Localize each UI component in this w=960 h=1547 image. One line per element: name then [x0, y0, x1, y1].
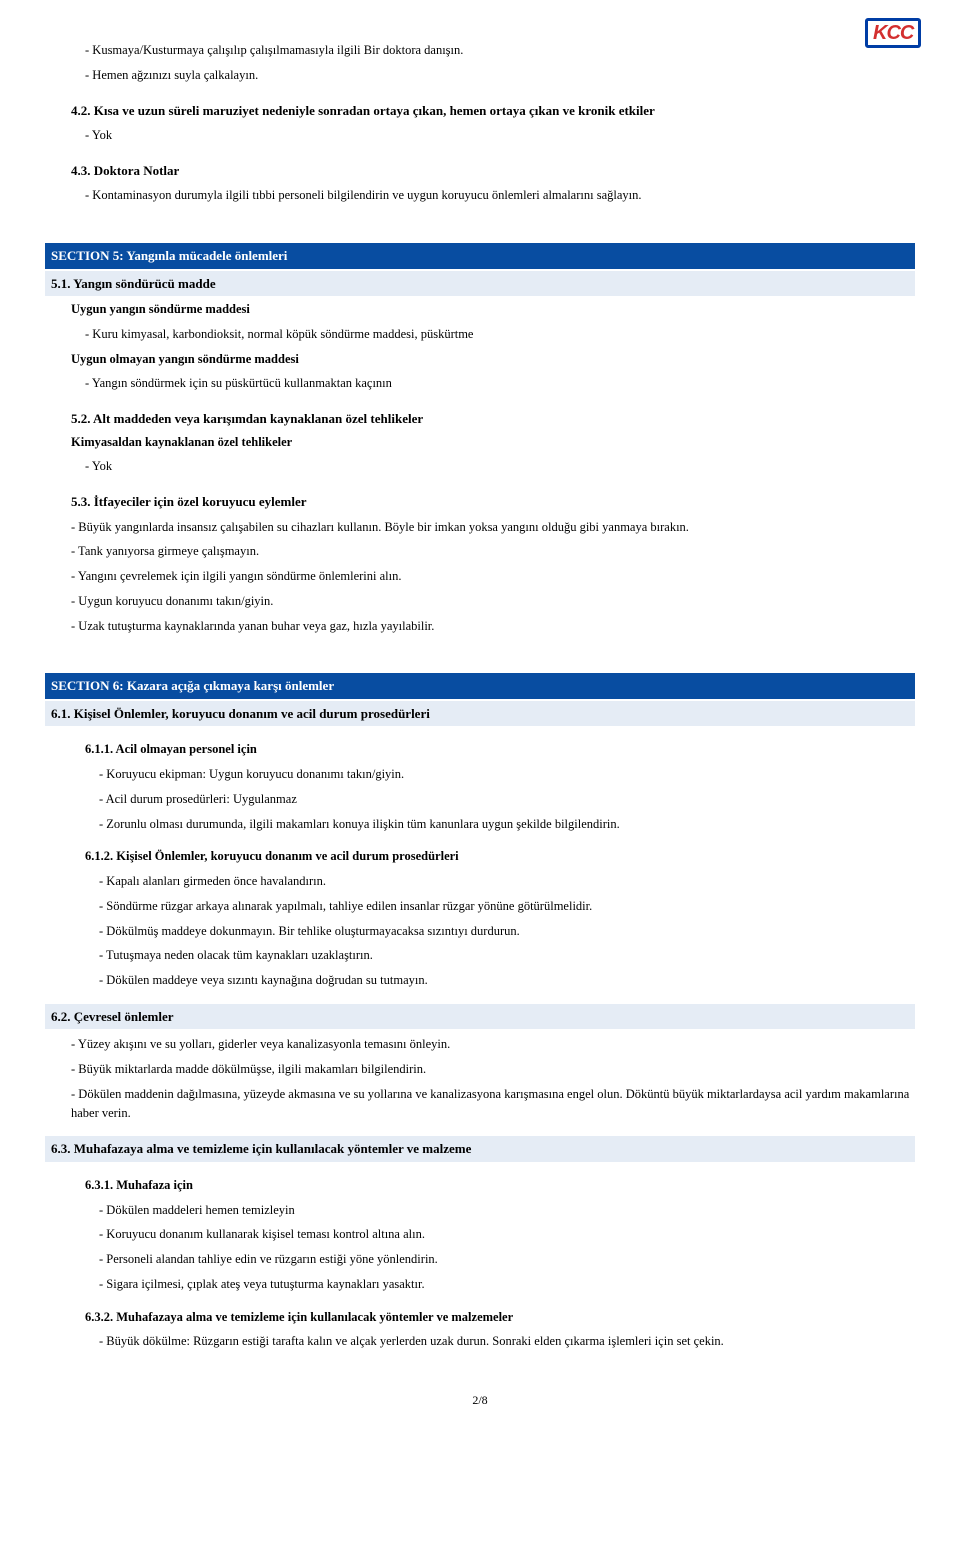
body-text: - Tutuşmaya neden olacak tüm kaynakları … — [45, 946, 915, 965]
subsection-title: 6.3. Muhafazaya alma ve temizleme için k… — [45, 1136, 915, 1162]
body-text: - Yok — [45, 126, 915, 145]
subsection-title: 6.1. Kişisel Önlemler, koruyucu donanım … — [45, 701, 915, 727]
body-text: - Hemen ağzınızı suyla çalkalayın. — [45, 66, 915, 85]
body-text: - Yüzey akışını ve su yolları, giderler … — [45, 1035, 915, 1054]
subsection-title: 5.3. İtfayeciler için özel koruyucu eyle… — [45, 492, 915, 512]
subsection-title: 6.2. Çevresel önlemler — [45, 1004, 915, 1030]
body-text: - Dökülen maddenin dağılmasına, yüzeyde … — [45, 1085, 915, 1123]
section-header: SECTION 6: Kazara açığa çıkmaya karşı ön… — [45, 673, 915, 699]
body-text: - Büyük yangınlarda insansız çalışabilen… — [45, 518, 915, 537]
body-text: - Acil durum prosedürleri: Uygulanmaz — [45, 790, 915, 809]
body-text: - Dökülen maddeleri hemen temizleyin — [45, 1201, 915, 1220]
page-number: 2/8 — [45, 1391, 915, 1409]
body-text: - Yok — [45, 457, 915, 476]
subsubsection-title: 6.3.2. Muhafazaya alma ve temizleme için… — [45, 1308, 915, 1327]
subsection-title: 4.3. Doktora Notlar — [45, 161, 915, 181]
body-text: - Sigara içilmesi, çıplak ateş veya tutu… — [45, 1275, 915, 1294]
body-text: - Uygun koruyucu donanımı takın/giyin. — [45, 592, 915, 611]
label: Uygun olmayan yangın söndürme maddesi — [45, 350, 915, 369]
body-text: - Tank yanıyorsa girmeye çalışmayın. — [45, 542, 915, 561]
body-text: - Büyük miktarlarda madde dökülmüşse, il… — [45, 1060, 915, 1079]
body-text: - Dökülmüş maddeye dokunmayın. Bir tehli… — [45, 922, 915, 941]
body-text: - Kuru kimyasal, karbondioksit, normal k… — [45, 325, 915, 344]
body-text: - Dökülen maddeye veya sızıntı kaynağına… — [45, 971, 915, 990]
body-text: - Kontaminasyon durumyla ilgili tıbbi pe… — [45, 186, 915, 205]
logo-text: KCC — [865, 18, 921, 48]
label: Kimyasaldan kaynaklanan özel tehlikeler — [45, 433, 915, 452]
body-text: - Söndürme rüzgar arkaya alınarak yapılm… — [45, 897, 915, 916]
body-text: - Zorunlu olması durumunda, ilgili makam… — [45, 815, 915, 834]
subsubsection-title: 6.1.1. Acil olmayan personel için — [45, 740, 915, 759]
kcc-logo: KCC — [865, 18, 925, 54]
subsubsection-title: 6.3.1. Muhafaza için — [45, 1176, 915, 1195]
body-text: - Yangın söndürmek için su püskürtücü ku… — [45, 374, 915, 393]
body-text: - Koruyucu ekipman: Uygun koruyucu donan… — [45, 765, 915, 784]
body-text: - Uzak tutuşturma kaynaklarında yanan bu… — [45, 617, 915, 636]
body-text: - Büyük dökülme: Rüzgarın estiği tarafta… — [45, 1332, 915, 1351]
body-text: - Personeli alandan tahliye edin ve rüzg… — [45, 1250, 915, 1269]
body-text: - Kapalı alanları girmeden önce havaland… — [45, 872, 915, 891]
label: Uygun yangın söndürme maddesi — [45, 300, 915, 319]
subsection-title: 5.1. Yangın söndürücü madde — [45, 271, 915, 297]
body-text: - Yangını çevrelemek için ilgili yangın … — [45, 567, 915, 586]
subsubsection-title: 6.1.2. Kişisel Önlemler, koruyucu donanı… — [45, 847, 915, 866]
section-header: SECTION 5: Yangınla mücadele önlemleri — [45, 243, 915, 269]
subsection-title: 4.2. Kısa ve uzun süreli maruziyet neden… — [45, 101, 915, 121]
subsection-title: 5.2. Alt maddeden veya karışımdan kaynak… — [45, 409, 915, 429]
body-text: - Koruyucu donanım kullanarak kişisel te… — [45, 1225, 915, 1244]
body-text: - Kusmaya/Kusturmaya çalışılıp çalışılma… — [45, 41, 915, 60]
